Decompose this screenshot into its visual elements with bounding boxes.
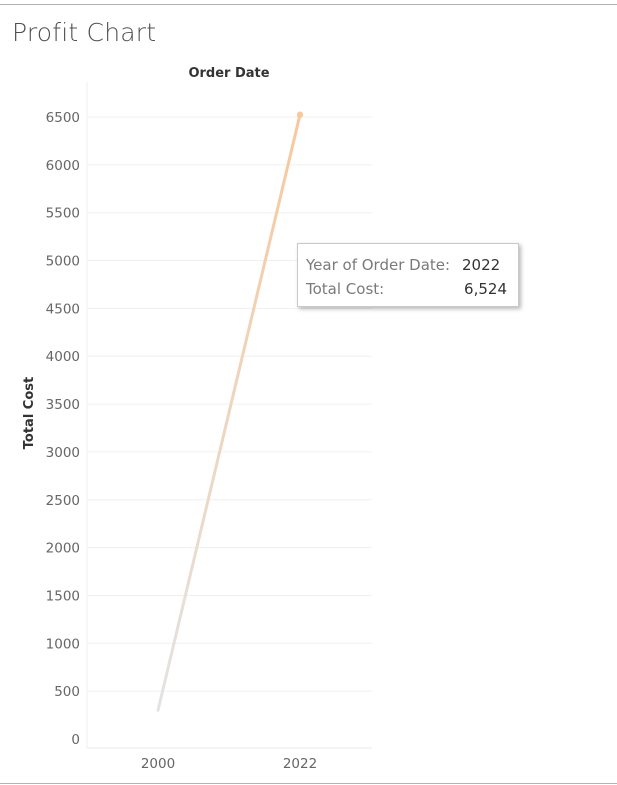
top-border (0, 4, 617, 5)
y-tick-label: 6000 (46, 158, 80, 174)
plot-area (86, 82, 372, 749)
gridlines (87, 116, 372, 692)
y-tick-label: 6500 (46, 110, 80, 126)
x-tick-labels: 2000 2022 (141, 756, 317, 772)
tooltip-year-label: Year of Order Date: (306, 256, 451, 274)
bottom-border (0, 783, 617, 784)
tooltip-year-value: 2022 (462, 256, 501, 274)
y-tick-label: 2000 (46, 541, 80, 557)
highlighted-point[interactable] (296, 111, 304, 118)
y-tick-label: 5000 (46, 254, 80, 270)
tooltip-row-year: Year of Order Date: 2022 (306, 255, 507, 275)
tooltip-cost-value: 6,524 (464, 280, 507, 298)
tooltip: Year of Order Date: 2022 Total Cost: 6,5… (297, 243, 519, 307)
y-tick-label: 0 (71, 732, 80, 748)
y-tick-label: 1000 (46, 636, 80, 652)
x-tick-label: 2022 (283, 756, 317, 772)
tooltip-row-cost: Total Cost: 6,524 (306, 279, 507, 299)
y-tick-label: 3000 (46, 445, 80, 461)
page-title: Profit Chart (12, 18, 157, 47)
x-axis-title: Order Date (188, 66, 269, 81)
x-tick-label: 2000 (141, 756, 175, 772)
y-tick-label: 4000 (46, 349, 80, 365)
y-tick-labels: 0 500 1000 1500 2000 2500 3000 3500 4000 4500 5000… (46, 110, 80, 748)
y-tick-label: 500 (54, 684, 80, 700)
y-tick-label: 4500 (46, 301, 80, 317)
y-tick-label: 3500 (46, 397, 80, 413)
series (156, 111, 304, 712)
series-line[interactable] (156, 113, 302, 712)
y-tick-label: 5500 (46, 206, 80, 222)
y-tick-label: 1500 (46, 588, 80, 604)
y-axis-title: Total Cost (22, 377, 37, 449)
tooltip-cost-label: Total Cost: (306, 280, 385, 298)
y-tick-label: 2500 (46, 493, 80, 509)
